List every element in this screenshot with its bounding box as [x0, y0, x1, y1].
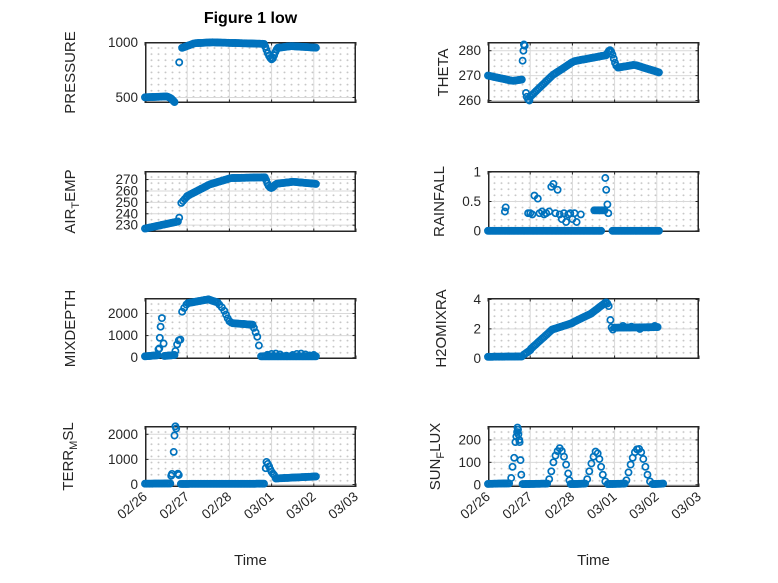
svg-text:1000: 1000 [108, 35, 138, 50]
svg-text:0: 0 [130, 350, 138, 365]
y-axis-label: SUNFLUX [427, 423, 447, 491]
data-points [484, 40, 663, 105]
axes-box [145, 298, 356, 359]
axes-box [488, 426, 699, 487]
svg-text:2000: 2000 [108, 427, 138, 442]
subplot-theta: 260 270 280 THETA [435, 40, 700, 108]
svg-text:1000: 1000 [108, 328, 138, 343]
svg-text:03/03: 03/03 [668, 489, 704, 522]
subplot-h2omixra: 0 2 4 H2OMIXRA [433, 289, 700, 368]
svg-text:100: 100 [458, 455, 481, 470]
subplot-air-temp: 230 240 250 260 270 AIRTEMP [62, 169, 357, 234]
svg-text:02/28: 02/28 [542, 489, 578, 522]
svg-text:2000: 2000 [108, 306, 138, 321]
svg-text:230: 230 [115, 218, 138, 233]
svg-text:03/02: 03/02 [626, 489, 662, 522]
svg-text:03/01: 03/01 [584, 489, 620, 522]
svg-text:02/26: 02/26 [457, 489, 493, 522]
figure-title: Figure 1 low [203, 10, 298, 27]
svg-text:0: 0 [473, 223, 481, 238]
svg-text:0: 0 [473, 351, 481, 366]
y-axis-label: MIXDEPTH [62, 290, 79, 368]
svg-text:270: 270 [115, 172, 138, 187]
svg-text:02/28: 02/28 [199, 489, 235, 522]
svg-text:03/01: 03/01 [241, 489, 277, 522]
data-points [141, 38, 320, 107]
svg-text:270: 270 [458, 68, 481, 83]
subplot-pressure: 500 1000 PRESSURE [62, 31, 357, 114]
svg-text:1: 1 [473, 165, 481, 180]
chart-svg-theta: 260 270 280 THETA [435, 40, 700, 108]
svg-text:200: 200 [458, 432, 481, 447]
svg-text:03/03: 03/03 [325, 489, 361, 522]
tick-labels: 0 100 200 02/26 02/27 02/28 03/01 03/02 03/03 [457, 432, 704, 522]
data-points [141, 422, 320, 488]
svg-text:4: 4 [473, 292, 481, 307]
svg-text:02/26: 02/26 [114, 489, 150, 522]
data-points [484, 423, 668, 489]
svg-text:1000: 1000 [108, 452, 138, 467]
x-axis-title-right: Time [577, 552, 610, 569]
subplot-terr-msl: 0 1000 2000 02/26 02/27 02/28 03/01 03/02 03/03 T… [60, 422, 361, 522]
y-axis-label: THETA [435, 48, 452, 96]
x-axis-title-left: Time [234, 552, 267, 569]
svg-text:250: 250 [115, 195, 138, 210]
svg-text:0.5: 0.5 [462, 194, 481, 209]
svg-text:03/02: 03/02 [283, 489, 319, 522]
axes-box [145, 171, 356, 232]
tick-labels: 260 270 280 [458, 43, 481, 108]
subplot-mixdepth: 0 1000 2000 MIXDEPTH [62, 290, 357, 367]
grid-lines [145, 42, 356, 103]
y-axis-label: AIRTEMP [62, 169, 82, 233]
y-axis-label: RAINFALL [431, 166, 448, 237]
data-points [484, 298, 662, 361]
svg-text:260: 260 [458, 93, 481, 108]
chart-svg-sun_flux: 0 100 200 02/26 02/27 02/28 03/01 03/02 03/03 SUN… [427, 423, 704, 522]
svg-text:02/27: 02/27 [500, 489, 536, 522]
tick-labels: 500 1000 [108, 35, 138, 105]
svg-text:0: 0 [473, 477, 481, 492]
data-points [141, 295, 320, 361]
subplot-sun-flux: 0 100 200 02/26 02/27 02/28 03/01 03/02 03/03 SUN… [427, 423, 704, 522]
data-points [141, 173, 320, 233]
svg-text:02/27: 02/27 [157, 489, 193, 522]
svg-text:260: 260 [115, 183, 138, 198]
subplot-rainfall: 0 0.5 1 RAINFALL [431, 165, 700, 238]
svg-text:240: 240 [115, 206, 138, 221]
grid-lines [488, 171, 699, 232]
svg-text:2: 2 [473, 321, 481, 336]
y-axis-label: PRESSURE [62, 31, 79, 114]
chart-svg-terr_msl: 0 1000 2000 02/26 02/27 02/28 03/01 03/02 03/03 T… [60, 422, 361, 522]
y-axis-label: H2OMIXRA [433, 289, 450, 367]
data-points [484, 174, 663, 235]
axis-ticks [144, 42, 357, 103]
tick-labels: 0 1000 2000 [108, 306, 138, 365]
chart-svg-mixdepth: 0 1000 2000 MIXDEPTH [62, 290, 357, 367]
y-axis-label: TERRMSL [60, 422, 80, 490]
chart-svg-pressure: 500 1000 PRESSURE [62, 31, 357, 114]
svg-text:0: 0 [130, 477, 138, 492]
chart-svg-h2omixra: 0 2 4 H2OMIXRA [433, 289, 700, 368]
tick-labels: 00.51 [462, 165, 481, 239]
axes-box [145, 42, 356, 103]
tick-labels: 0 2 4 [473, 292, 481, 366]
svg-text:280: 280 [458, 43, 481, 58]
svg-text:500: 500 [115, 90, 138, 105]
